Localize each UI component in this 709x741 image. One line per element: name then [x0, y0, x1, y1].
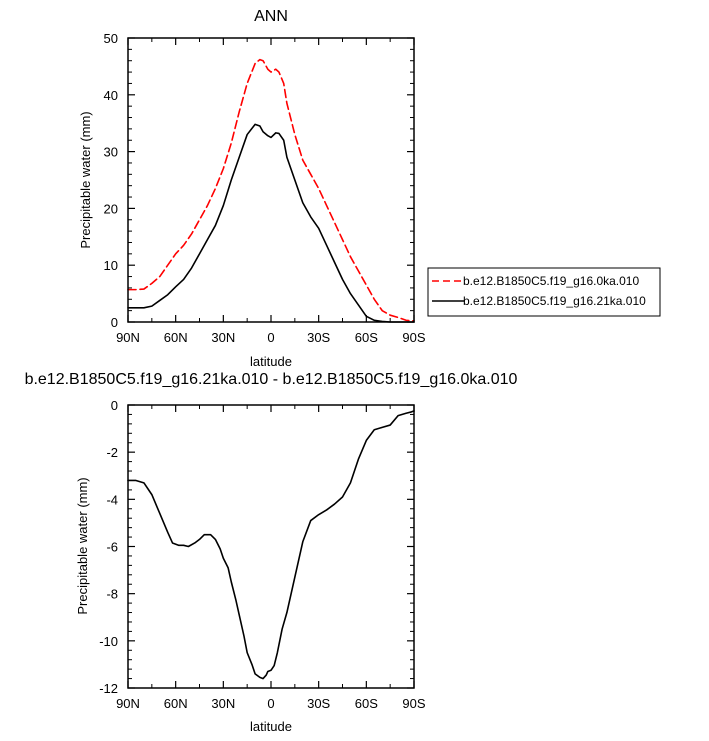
y-axis-title: Precipitable water (mm): [78, 111, 93, 248]
x-tick-label: 90N: [116, 696, 140, 711]
x-tick-label: 60S: [355, 696, 378, 711]
y-tick-label: 40: [104, 88, 118, 103]
chart-title: ANN: [254, 8, 288, 25]
x-tick-label: 90N: [116, 330, 140, 345]
legend-label-21ka: b.e12.B1850C5.f19_g16.21ka.010: [463, 294, 646, 308]
legend: b.e12.B1850C5.f19_g16.0ka.010 b.e12.B185…: [427, 267, 661, 317]
x-tick-label: 60N: [164, 330, 188, 345]
x-tick-label: 90S: [402, 696, 425, 711]
y-tick-label: 10: [104, 258, 118, 273]
y-tick-label: 0: [111, 398, 118, 413]
legend-label-0ka: b.e12.B1850C5.f19_g16.0ka.010: [463, 274, 639, 288]
y-tick-label: 30: [104, 145, 118, 160]
y-tick-label: -10: [99, 634, 118, 649]
bottom-chart: b.e12.B1850C5.f19_g16.21ka.010 - b.e12.B…: [25, 371, 518, 734]
y-tick-label: -12: [99, 681, 118, 696]
series-line-solid: [127, 410, 415, 680]
plot-frame: [127, 404, 415, 689]
x-tick-label: 0: [267, 330, 274, 345]
x-tick-label: 0: [267, 696, 274, 711]
x-axis-title: latitude: [250, 719, 292, 734]
x-tick-label: 30S: [307, 696, 330, 711]
x-tick-label: 60N: [164, 696, 188, 711]
series-line-solid-1: [127, 123, 415, 323]
y-tick-label: 50: [104, 31, 118, 46]
series-line-dashed: [127, 58, 415, 322]
y-tick-label: -8: [106, 587, 118, 602]
legend-box: [427, 267, 661, 317]
x-tick-label: 30N: [211, 330, 235, 345]
y-tick-label: -6: [106, 540, 118, 555]
y-tick-label: 20: [104, 201, 118, 216]
difference-chart-title: b.e12.B1850C5.f19_g16.21ka.010 - b.e12.B…: [25, 371, 518, 388]
y-axis-title: Precipitable water (mm): [75, 477, 90, 614]
y-tick-label: -2: [106, 445, 118, 460]
y-tick-label: -4: [106, 492, 118, 507]
plot-frame: [127, 37, 415, 323]
x-tick-label: 30N: [211, 696, 235, 711]
x-tick-label: 60S: [355, 330, 378, 345]
y-tick-label: 0: [111, 315, 118, 330]
x-axis-title: latitude: [250, 354, 292, 369]
x-tick-label: 30S: [307, 330, 330, 345]
x-tick-label: 90S: [402, 330, 425, 345]
top-chart: ANN Precipitable water (mm) latitude 90N…: [78, 8, 426, 369]
